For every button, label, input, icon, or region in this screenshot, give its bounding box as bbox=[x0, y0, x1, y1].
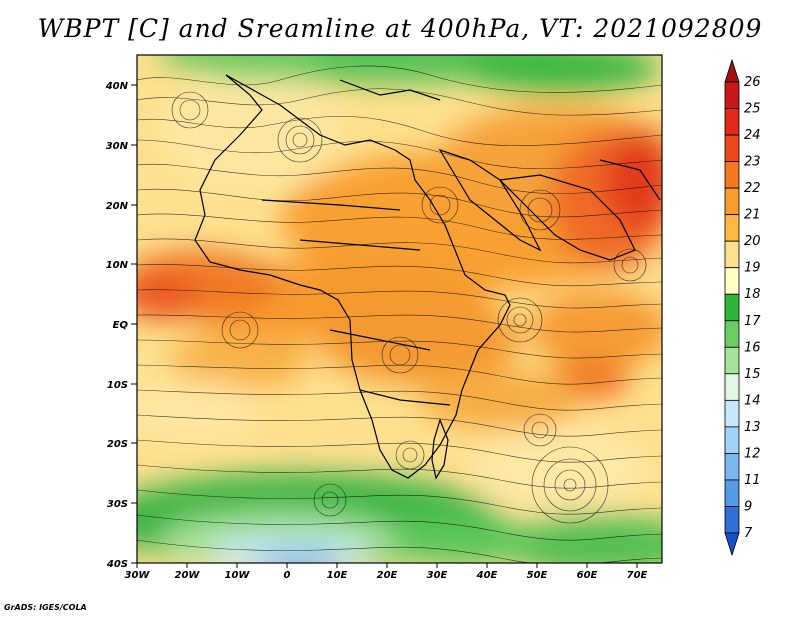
colorbar-bottom-arrow bbox=[724, 532, 740, 557]
colorbar-label: 25 bbox=[744, 102, 761, 117]
colorbar-swatch bbox=[724, 134, 740, 162]
colorbar-label: 18 bbox=[744, 287, 761, 302]
lon-label: 20E bbox=[377, 570, 398, 581]
lat-label: EQ bbox=[113, 320, 129, 331]
colorbar-label: 17 bbox=[744, 314, 761, 329]
colorbar-label: 22 bbox=[744, 181, 761, 196]
colorbar-label: 19 bbox=[744, 261, 761, 276]
lon-label: 0 bbox=[284, 570, 291, 581]
colorbar-label: 9 bbox=[744, 499, 752, 514]
colorbar-label: 14 bbox=[744, 393, 761, 408]
colorbar-swatch bbox=[724, 399, 740, 428]
colorbar-swatch bbox=[724, 108, 740, 136]
colorbar-label: 20 bbox=[744, 234, 761, 249]
coastlines bbox=[194, 74, 661, 480]
lon-label: 60E bbox=[577, 570, 598, 581]
colorbar-label: 15 bbox=[744, 367, 761, 382]
colorbar-swatch bbox=[724, 81, 740, 109]
lon-label: 30E bbox=[427, 570, 448, 581]
lon-ticks bbox=[136, 563, 638, 568]
map-panel bbox=[137, 55, 662, 563]
colorbar-swatch bbox=[724, 187, 740, 216]
lat-label: 40N bbox=[105, 81, 129, 92]
lat-label: 30S bbox=[107, 499, 128, 510]
colorbar-swatch bbox=[724, 293, 740, 322]
colorbar-label: 13 bbox=[744, 420, 761, 435]
colorbar-swatch bbox=[724, 453, 740, 481]
lon-label: 10W bbox=[225, 570, 251, 581]
lat-label: 20S bbox=[107, 439, 128, 450]
lon-label: 20W bbox=[175, 570, 201, 581]
colorbar-swatch bbox=[724, 346, 740, 375]
lon-label: 70E bbox=[627, 570, 648, 581]
lat-labels: 40N 30N 20N 10N EQ 10S 20S 30S 40S bbox=[105, 81, 129, 570]
map-frame bbox=[136, 54, 663, 564]
colorbar-label: 26 bbox=[744, 75, 761, 90]
colorbar-label: 23 bbox=[744, 155, 761, 170]
colorbar-swatch bbox=[724, 161, 740, 189]
colorbar-swatch bbox=[724, 267, 740, 295]
colorbar-label: 11 bbox=[744, 473, 761, 488]
colorbar-label: 7 bbox=[744, 526, 753, 541]
lat-label: 10N bbox=[106, 260, 129, 271]
lat-label: 10S bbox=[107, 380, 128, 391]
lon-label: 40E bbox=[476, 570, 498, 581]
lon-label: 50E bbox=[527, 570, 548, 581]
colorbar-label: 24 bbox=[744, 128, 761, 143]
colorbar-label: 21 bbox=[744, 208, 761, 223]
lat-ticks bbox=[131, 84, 137, 564]
colorbar-swatch bbox=[724, 240, 740, 269]
colorbar-swatch bbox=[724, 320, 740, 348]
colorbar-label: 12 bbox=[744, 446, 761, 461]
streamlines bbox=[137, 65, 662, 563]
wbpt-shading bbox=[137, 55, 662, 563]
lon-labels: 30W 20W 10W 0 10E 20E 30E 40E 50E 60E 70… bbox=[125, 570, 648, 581]
grads-credit: GrADS: IGES/COLA bbox=[4, 603, 87, 612]
lon-label: 30W bbox=[125, 570, 151, 581]
map-title: WBPT [C] and Sreamline at 400hPa, VT: 20… bbox=[37, 14, 763, 43]
colorbar-top-arrow bbox=[724, 58, 740, 83]
lon-label: 10E bbox=[327, 570, 348, 581]
colorbar-swatch bbox=[724, 214, 740, 242]
colorbar: 26 25 24 23 22 21 20 19 18 17 16 15 14 13 12 11 9 7 bbox=[724, 58, 761, 557]
colorbar-swatch bbox=[724, 426, 740, 454]
colorbar-swatch bbox=[724, 373, 740, 401]
lat-label: 20N bbox=[106, 201, 129, 212]
lat-label: 30N bbox=[106, 141, 129, 152]
lat-label: 40S bbox=[106, 559, 128, 570]
colorbar-swatch bbox=[724, 479, 740, 507]
colorbar-swatch bbox=[724, 506, 740, 534]
colorbar-label: 16 bbox=[744, 340, 761, 355]
